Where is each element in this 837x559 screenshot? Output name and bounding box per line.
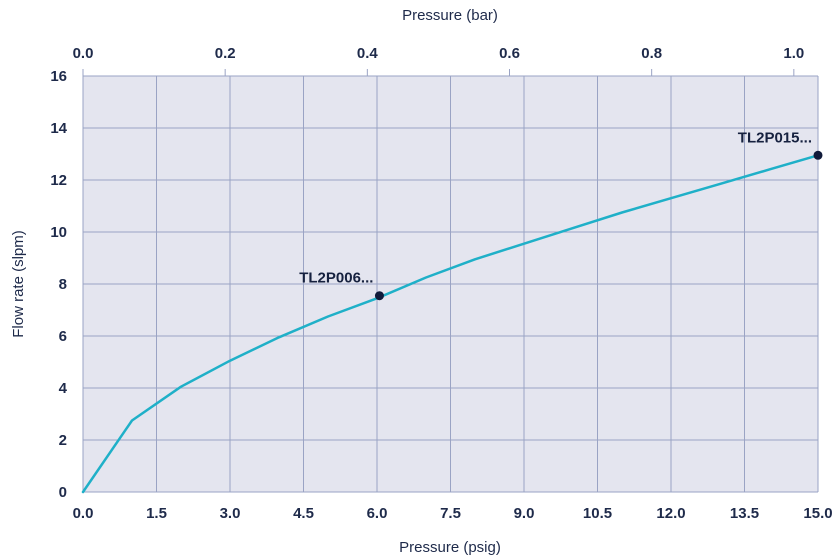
x2-axis-tick-labels: 0.0 0.2 0.4 0.6 0.8 1.0 bbox=[73, 45, 805, 62]
x-tick-label: 13.5 bbox=[730, 505, 759, 522]
y-tick-label: 2 bbox=[59, 432, 67, 449]
x2-tick-label: 0.0 bbox=[73, 45, 94, 62]
annotation-marker bbox=[374, 291, 384, 301]
grid-lines bbox=[82, 75, 819, 493]
top-axis-ticks bbox=[82, 69, 795, 76]
y-axis-title: Flow rate (slpm) bbox=[10, 230, 27, 338]
y-axis-tick-labels: 0 2 4 6 8 10 12 14 16 bbox=[50, 68, 67, 501]
x-axis-tick-labels: 0.0 1.5 3.0 4.5 6.0 7.5 9.0 10.5 12.0 13.5 15.0 bbox=[73, 505, 833, 522]
x-tick-label: 0.0 bbox=[73, 505, 94, 522]
x-tick-label: 15.0 bbox=[803, 505, 832, 522]
x2-axis-title: Pressure (bar) bbox=[402, 7, 498, 24]
y-tick-label: 4 bbox=[59, 380, 68, 397]
x-tick-label: 10.5 bbox=[583, 505, 612, 522]
annotation-label: TL2P015... bbox=[738, 129, 812, 146]
series-layer bbox=[81, 154, 820, 494]
x-tick-label: 9.0 bbox=[514, 505, 535, 522]
x-tick-label: 4.5 bbox=[293, 505, 314, 522]
y-tick-label: 12 bbox=[50, 172, 67, 189]
x-axis-title: Pressure (psig) bbox=[399, 539, 501, 556]
x-tick-label: 1.5 bbox=[146, 505, 167, 522]
x-tick-label: 6.0 bbox=[367, 505, 388, 522]
y-tick-label: 0 bbox=[59, 484, 67, 501]
x-tick-label: 12.0 bbox=[656, 505, 685, 522]
y-tick-label: 6 bbox=[59, 328, 67, 345]
y-tick-label: 14 bbox=[50, 120, 67, 137]
series-line bbox=[81, 154, 820, 494]
x2-tick-label: 0.8 bbox=[641, 45, 662, 62]
annotation-marker bbox=[813, 150, 823, 160]
x2-tick-label: 1.0 bbox=[783, 45, 804, 62]
x2-tick-label: 0.4 bbox=[357, 45, 379, 62]
y-tick-label: 8 bbox=[59, 276, 67, 293]
annotation-layer: TL2P006... TL2P015... bbox=[299, 129, 823, 301]
x2-tick-label: 0.2 bbox=[215, 45, 236, 62]
x-tick-label: 3.0 bbox=[220, 505, 241, 522]
y-tick-label: 16 bbox=[50, 68, 67, 85]
annotation-label: TL2P006... bbox=[299, 270, 373, 287]
x-tick-label: 7.5 bbox=[440, 505, 461, 522]
y-tick-label: 10 bbox=[50, 224, 67, 241]
x2-tick-label: 0.6 bbox=[499, 45, 520, 62]
